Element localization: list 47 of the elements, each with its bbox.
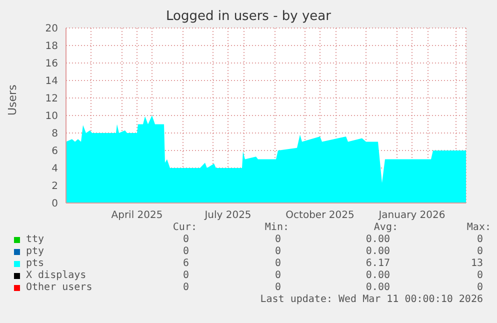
y-tick-label: 12 [45,94,58,105]
text: 0 [182,282,189,293]
y-tick-label: 16 [45,58,58,70]
y-tick-label: 0 [52,198,58,210]
text: Avg: [374,222,398,233]
text: 0 [182,234,189,245]
text: 0 [476,234,483,245]
y-tick-label: 2 [52,181,58,192]
text: Cur: [172,222,197,233]
text: Last update: Wed Mar 11 00:00:10 2026 [260,294,483,305]
legend-label: pts [26,258,44,269]
x-tick-label: January 2026 [378,210,446,222]
x-tick-label: July 2025 [204,210,252,222]
y-tick-label: 20 [45,24,58,35]
text: 6 [182,258,189,269]
text: 0.00 [366,282,390,293]
legend-label: Other users [26,282,92,293]
text: 0 [476,246,483,257]
text: 6.17 [366,258,390,269]
text: 13 [470,258,483,269]
text: 0.00 [366,234,390,245]
text: 0 [274,270,281,281]
x-tick-label: October 2025 [286,210,354,222]
y-tick-label: 8 [52,128,58,140]
text: 0 [274,258,281,269]
text: 0 [274,246,281,257]
y-axis-title: Users [6,84,19,116]
text: 0 [182,270,189,281]
text: 0 [274,282,281,293]
text: Max: [466,222,491,233]
text: 0.00 [366,270,390,281]
chart-title: Logged in users - by year [164,9,332,24]
y-tick-label: 18 [45,41,58,52]
y-tick-label: 6 [52,146,58,158]
text: 0 [182,246,189,257]
text: 0 [274,234,281,245]
y-tick-label: 10 [45,111,58,122]
text: 0 [476,282,483,293]
legend-label: tty [26,234,44,245]
text: 0.00 [366,246,390,257]
y-tick-label: 4 [52,164,58,175]
x-tick-label: April 2025 [111,210,163,222]
legend-label: X displays [26,270,86,281]
y-tick-label: 14 [45,76,58,88]
legend-label: pty [26,246,44,257]
text: 0 [476,270,483,281]
text: Min: [264,222,289,233]
